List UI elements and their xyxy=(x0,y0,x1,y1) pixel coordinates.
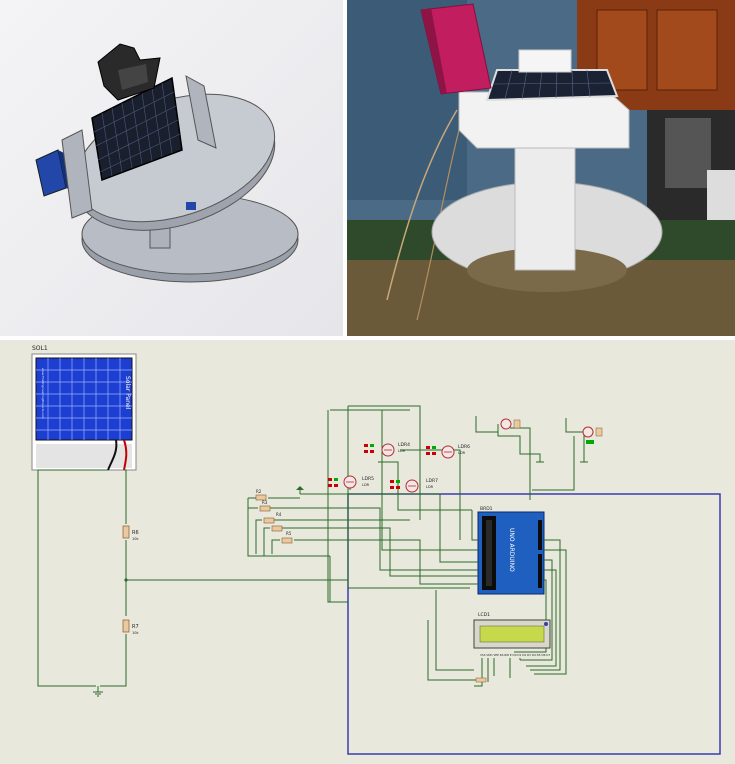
resistor-r3-ref: R3 xyxy=(262,500,268,505)
resistor-r3 xyxy=(259,505,271,512)
arduino-board: UNO ARDUINO xyxy=(477,511,545,595)
schematic-frame xyxy=(347,493,721,755)
cad-model xyxy=(35,43,299,283)
ldr6-ref: LDR6 xyxy=(458,444,470,450)
ldr5-ref: LDR5 xyxy=(362,476,374,482)
prototype-photo xyxy=(347,0,735,336)
servo-left xyxy=(500,418,521,430)
ldr6-value: LDR xyxy=(458,451,466,455)
ldr-ldr5: LDR5 LDR xyxy=(328,475,374,489)
resistor-r6-value: 10k xyxy=(132,537,139,541)
left-wiring xyxy=(37,469,348,692)
resistor-r4-ref: R4 xyxy=(276,512,282,517)
prototype-foam-block xyxy=(458,91,630,149)
lcd-wiring xyxy=(474,658,521,687)
arduino-text: UNO ARDUINO xyxy=(508,528,515,572)
ldr7-value: LDR xyxy=(426,485,434,489)
arduino-ref: BRD1 xyxy=(480,506,493,512)
schematic-canvas: SOL1 Solar Panel www.TheEngineeringProje… xyxy=(31,345,721,755)
resistor-r2-ref: R2 xyxy=(256,489,262,494)
servo-wiring xyxy=(475,416,588,500)
prototype-solar-panel xyxy=(485,69,619,102)
resistor-lcd xyxy=(475,677,487,683)
lcd-display: VSS VDD VEE RS RW E D0 D1 D2 D3 D4 D5 D6… xyxy=(473,619,551,657)
lcd-ref: LCD1 xyxy=(478,612,490,618)
ldr-ldr7: LDR7 LDR xyxy=(390,478,438,493)
ground-symbol xyxy=(93,691,103,697)
cad-render xyxy=(0,0,343,336)
solar-panel-component: Solar Panel www.TheEngineeringProjects.c… xyxy=(31,353,137,471)
cad-small-motor xyxy=(186,202,196,210)
ldr7-ref: LDR7 xyxy=(426,478,438,484)
resistor-r5-ref: R5 xyxy=(286,531,292,536)
arduino-wiring xyxy=(470,510,567,675)
resistor-r7 xyxy=(122,619,130,633)
power-arrow xyxy=(296,486,304,490)
solar-panel-caption: www.TheEngineeringProjects.com xyxy=(41,368,45,419)
lcd-pin-labels: VSS VDD VEE RS RW E D0 D1 D2 D3 D4 D5 D6… xyxy=(480,653,550,657)
cad-support-left xyxy=(61,129,93,219)
resistor-r1 xyxy=(281,537,293,544)
resistor-r6-ref: R6 xyxy=(132,530,139,536)
resistor-r4 xyxy=(263,517,275,524)
solar-ref-label: SOL1 xyxy=(32,345,48,352)
prototype-scene xyxy=(347,0,735,336)
ldr-ldr4: LDR4 LDR xyxy=(364,442,410,457)
resistor-r2 xyxy=(255,494,267,501)
resistor-r6 xyxy=(122,525,130,539)
circuit-schematic: SOL1 Solar Panel www.TheEngineeringProje… xyxy=(0,340,735,764)
background-keyboard xyxy=(665,118,711,188)
solar-panel-text: Solar Panel xyxy=(124,376,131,410)
servo-right xyxy=(582,426,603,444)
resistor-r5 xyxy=(271,525,283,532)
resistor-r7-ref: R7 xyxy=(132,624,139,630)
cad-support-right xyxy=(185,75,217,149)
ldr5-value: LDR xyxy=(362,483,370,487)
ldr4-ref: LDR4 xyxy=(398,442,410,448)
ldr4-value: LDR xyxy=(398,449,406,453)
ldr-ldr6: LDR6 LDR xyxy=(426,444,470,459)
resistor-r7-value: 10k xyxy=(132,631,139,635)
